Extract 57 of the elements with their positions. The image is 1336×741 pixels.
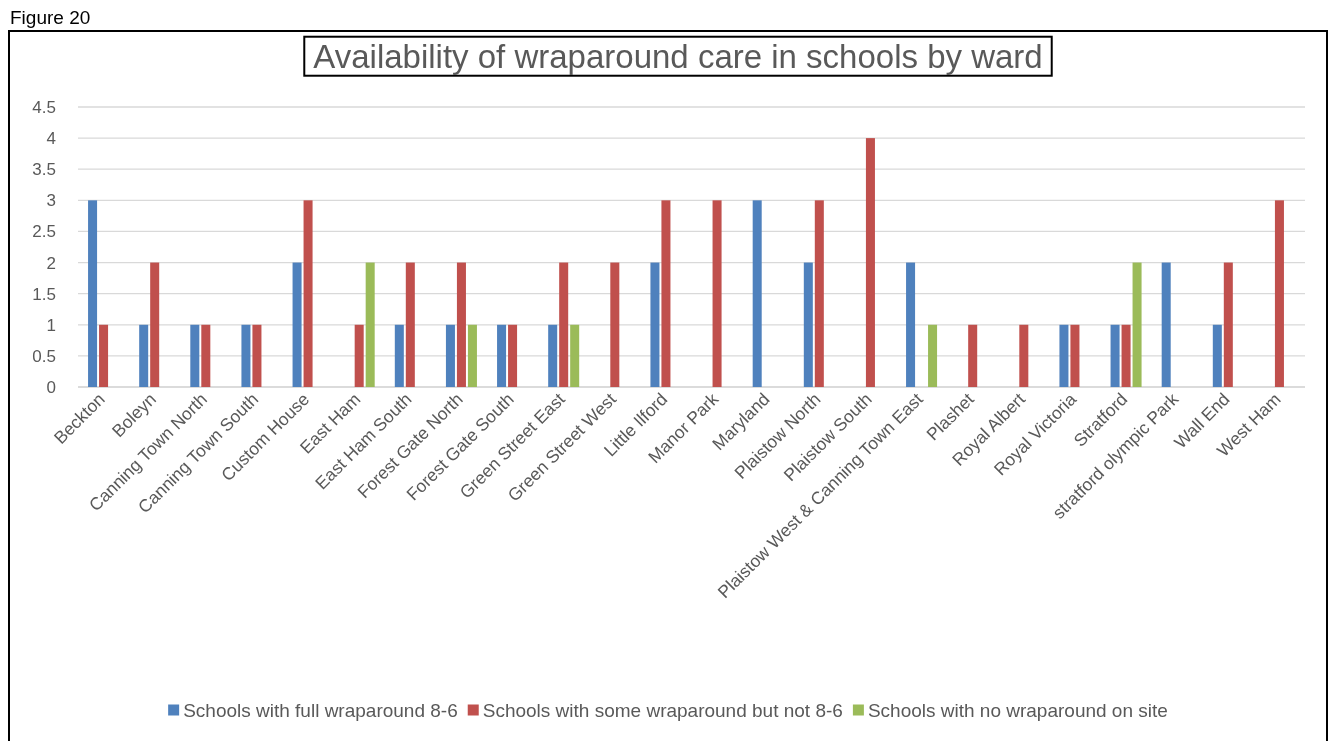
bar bbox=[803, 262, 813, 387]
y-tick-label: 0 bbox=[46, 377, 56, 397]
bar bbox=[456, 262, 466, 387]
bar bbox=[241, 324, 251, 387]
legend-label: Schools with some wraparound but not 8-6 bbox=[482, 699, 843, 721]
bar bbox=[1274, 200, 1284, 387]
bar bbox=[467, 324, 477, 387]
bar bbox=[570, 324, 580, 387]
bar bbox=[1132, 262, 1142, 387]
bar bbox=[139, 324, 149, 387]
legend-label: Schools with full wraparound 8-6 bbox=[183, 699, 458, 721]
bar bbox=[99, 324, 109, 387]
bar bbox=[1161, 262, 1171, 387]
bar bbox=[928, 324, 938, 387]
bar bbox=[1110, 324, 1120, 387]
bar bbox=[1212, 324, 1222, 387]
bar bbox=[814, 200, 824, 387]
bar bbox=[650, 262, 660, 387]
bar bbox=[559, 262, 569, 387]
y-tick-label: 2 bbox=[46, 253, 56, 273]
bar bbox=[1223, 262, 1233, 387]
bar bbox=[1121, 324, 1131, 387]
y-tick-label: 1.5 bbox=[32, 284, 56, 304]
y-tick-label: 3 bbox=[46, 191, 56, 211]
bar bbox=[906, 262, 916, 387]
bar bbox=[968, 324, 978, 387]
bar bbox=[394, 324, 404, 387]
y-tick-label: 2.5 bbox=[32, 222, 56, 242]
y-tick-label: 3.5 bbox=[32, 160, 56, 180]
y-tick-label: 4 bbox=[46, 129, 56, 149]
bar bbox=[865, 138, 875, 387]
bar bbox=[712, 200, 722, 387]
bar bbox=[610, 262, 620, 387]
y-tick-label: 4.5 bbox=[32, 97, 56, 117]
bar bbox=[497, 324, 507, 387]
bar bbox=[661, 200, 671, 387]
bar bbox=[1019, 324, 1029, 387]
bar bbox=[445, 324, 455, 387]
bar bbox=[508, 324, 518, 387]
bar bbox=[548, 324, 558, 387]
bar bbox=[1070, 324, 1080, 387]
bar bbox=[752, 200, 762, 387]
bar bbox=[88, 200, 98, 387]
y-tick-label: 1 bbox=[46, 315, 56, 335]
bar bbox=[405, 262, 415, 387]
bar bbox=[292, 262, 302, 387]
bar bbox=[365, 262, 375, 387]
bar bbox=[303, 200, 313, 387]
bar bbox=[190, 324, 200, 387]
caption: Figure 20 bbox=[10, 7, 91, 28]
bar bbox=[150, 262, 160, 387]
legend-label: Schools with no wraparound on site bbox=[867, 699, 1168, 721]
bar bbox=[201, 324, 211, 387]
bar bbox=[252, 324, 262, 387]
bar bbox=[354, 324, 364, 387]
y-tick-label: 0.5 bbox=[32, 346, 56, 366]
bar bbox=[1059, 324, 1069, 387]
